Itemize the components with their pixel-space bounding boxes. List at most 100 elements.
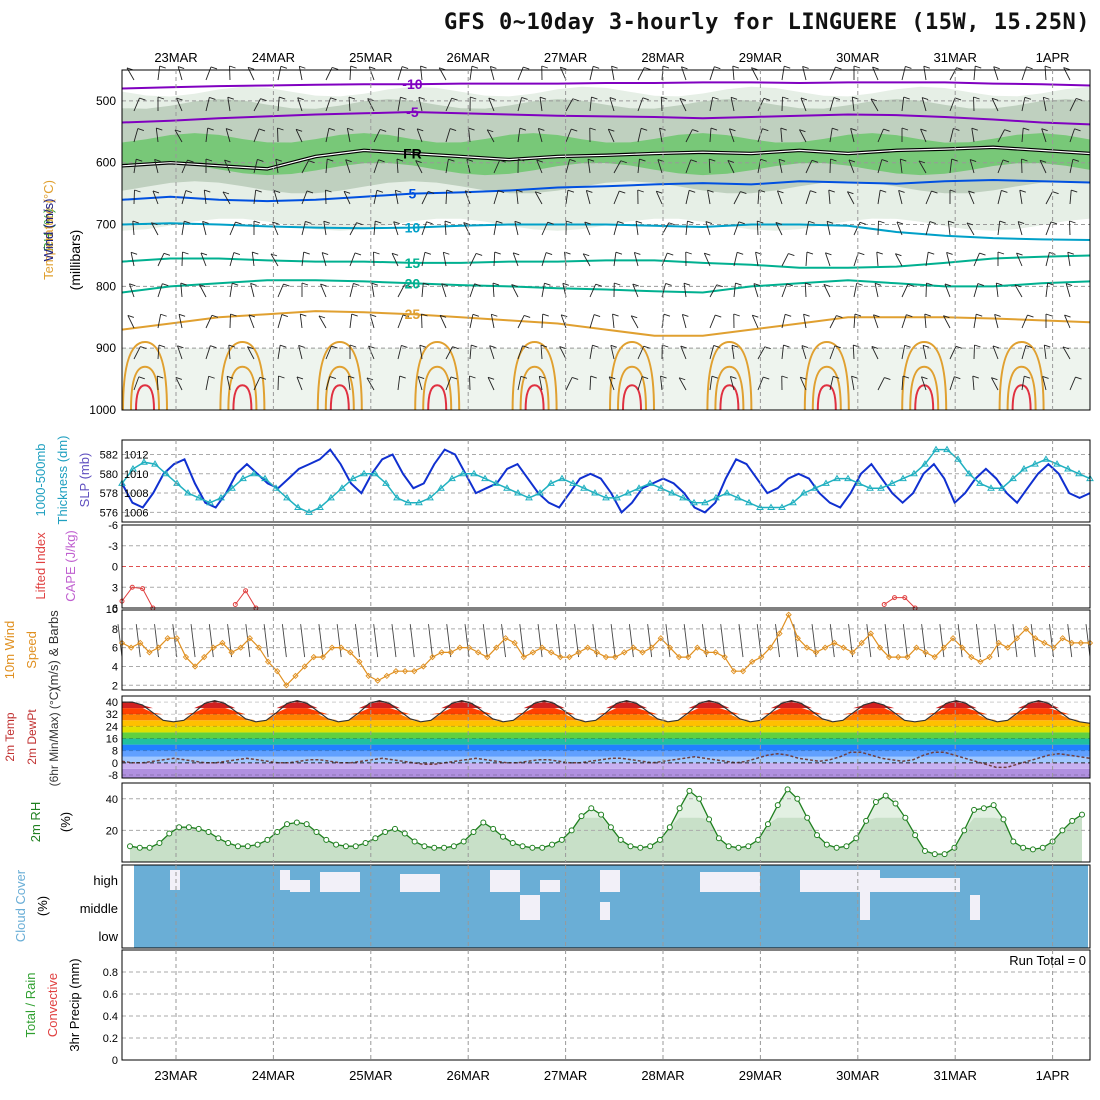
- wind-barb-flag: [679, 377, 686, 381]
- wind-barb-flag: [971, 127, 978, 131]
- wind-barb: [733, 191, 741, 205]
- wind-barb-flag: [631, 315, 638, 319]
- wind-barb: [325, 345, 332, 360]
- wind10m-point: [785, 611, 792, 618]
- wind-barb: [415, 160, 423, 174]
- wind-barb-flag: [1074, 128, 1081, 132]
- wind-barb: [205, 66, 212, 81]
- thickness-point: [393, 493, 401, 501]
- wind-barb: [612, 314, 615, 329]
- wind-barb: [397, 345, 402, 360]
- wind-barb: [349, 283, 354, 298]
- wind-barb: [301, 160, 309, 174]
- wind-tick-label: 6: [112, 643, 118, 655]
- wind10m-barb: [117, 624, 123, 658]
- rh2m-point: [539, 844, 546, 851]
- panel-frame-temp: [121, 695, 1091, 779]
- date-tick-bottom: 26MAR: [447, 1068, 490, 1083]
- wind-barb-flag: [975, 65, 982, 69]
- wind-barb: [925, 221, 931, 236]
- wind-barb: [565, 159, 571, 174]
- thickness-point: [360, 469, 368, 477]
- wind-barb-flag: [976, 313, 983, 317]
- wind-barb-flag: [521, 97, 528, 100]
- wind-barb-flag: [343, 190, 351, 194]
- wind10m-point: [602, 653, 610, 661]
- wind-barb: [222, 191, 231, 205]
- precip-tick-label: 0.8: [103, 967, 118, 979]
- wind-barb-flag: [710, 127, 718, 131]
- date-tick-bottom: 25MAR: [349, 1068, 392, 1083]
- wind-barb: [1069, 128, 1075, 143]
- wind-barb: [397, 127, 400, 143]
- rh2m-point: [146, 844, 153, 851]
- thickness-tick-label: 580: [100, 469, 118, 481]
- wind-barb-flag: [583, 253, 590, 257]
- wind10m-point: [721, 653, 728, 661]
- wind10m-point: [228, 649, 235, 656]
- wind-barb-flag: [1045, 313, 1053, 317]
- wind-barb-flag: [904, 344, 911, 348]
- wind-barb-flag: [1016, 252, 1023, 256]
- wind-barb-flag: [255, 189, 262, 193]
- wind-barb: [273, 190, 279, 205]
- rh2m-point: [254, 841, 261, 848]
- wind-barb: [181, 190, 187, 205]
- wind-barb-flag: [321, 252, 329, 255]
- wind10m-point: [438, 649, 445, 656]
- rh2m-point: [1010, 838, 1017, 845]
- wind-barb: [320, 283, 327, 298]
- wind-barb-flag: [785, 313, 792, 317]
- wind10m-barb: [902, 624, 908, 658]
- wind-barb-flag: [452, 346, 459, 350]
- wind-barb-flag: [683, 282, 691, 286]
- boundary-layer-contour: [422, 365, 453, 411]
- thickness-point: [261, 474, 269, 482]
- wind-barb: [133, 97, 140, 112]
- wind-barb-flag: [325, 189, 332, 193]
- wind10m-point: [986, 653, 993, 661]
- wind-barb: [1021, 97, 1026, 112]
- temp-color-strip: [122, 768, 1090, 778]
- wind-barb: [757, 346, 766, 360]
- wind-barb: [853, 222, 861, 236]
- rh2m-point: [284, 821, 291, 828]
- slp-tick-label: 1006: [124, 507, 148, 519]
- wind-barb-flag: [996, 282, 1003, 286]
- wind-barb-flag: [1041, 128, 1048, 132]
- wind-barb: [705, 221, 711, 236]
- wind10m-point: [219, 639, 226, 647]
- wind-barb-flag: [757, 220, 764, 224]
- wind-barb: [418, 97, 423, 112]
- boundary-layer-contour: [706, 340, 753, 411]
- panel-axis-title: (%): [58, 812, 73, 832]
- wind-barb-flag: [712, 96, 719, 100]
- thickness-point: [217, 493, 225, 501]
- temp-tick-label: 32: [106, 709, 118, 721]
- wind-barb-flag: [1019, 189, 1026, 193]
- wind-barb: [637, 376, 643, 391]
- wind-barb-flag: [1075, 376, 1082, 380]
- wind-barb-flag: [953, 127, 960, 131]
- wind10m-point: [831, 639, 838, 647]
- wind-barb: [325, 128, 330, 143]
- wind-barb-flag: [283, 283, 290, 287]
- cloud-gap: [600, 902, 610, 920]
- li-tick-label: -3: [108, 541, 118, 553]
- rh2m-point: [519, 843, 526, 850]
- wind-barb: [781, 314, 786, 329]
- wind-barb-flag: [614, 282, 621, 286]
- wind10m-point: [666, 644, 674, 651]
- wind10m-point: [840, 644, 847, 651]
- wind-barb-flag: [591, 96, 598, 100]
- wind-barb-flag: [535, 191, 542, 195]
- wind-barb: [898, 190, 903, 205]
- boundary-layer-contour: [324, 365, 355, 411]
- wind-barb-flag: [751, 67, 758, 71]
- rh2m-point: [558, 836, 565, 843]
- rh2m-point: [902, 814, 909, 821]
- wind10m-point: [904, 653, 911, 661]
- wind-barb: [781, 345, 784, 360]
- thickness-point: [954, 455, 962, 462]
